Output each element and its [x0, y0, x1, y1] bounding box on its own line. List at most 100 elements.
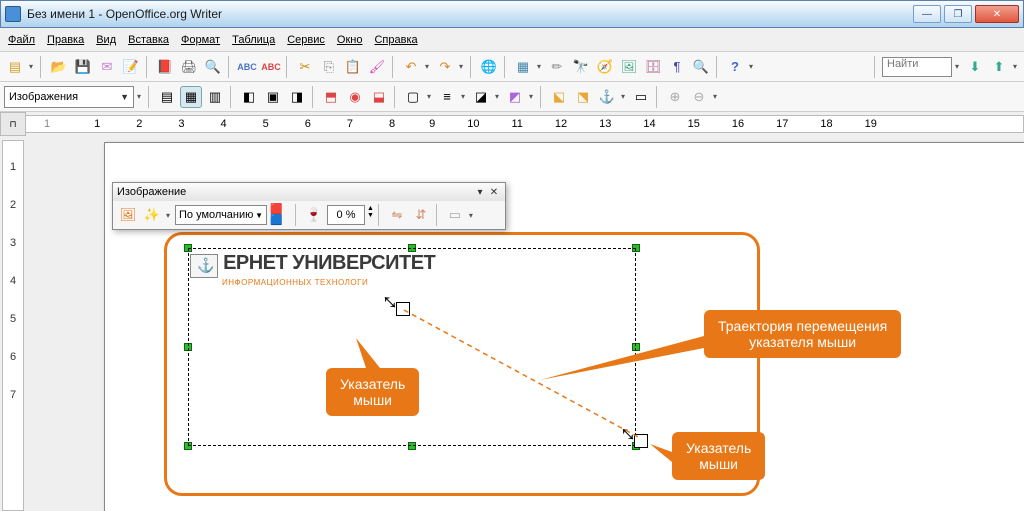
spin-up[interactable]: ▲ — [367, 205, 374, 212]
toolbar-close-icon[interactable]: ✕ — [487, 185, 501, 199]
save-button[interactable]: 💾 — [72, 56, 94, 78]
menu-help[interactable]: Справка — [374, 34, 417, 46]
maximize-button[interactable]: ❐ — [944, 5, 972, 23]
find-replace-button[interactable]: 🔭 — [570, 56, 592, 78]
format-paint-button[interactable]: 🖌 — [366, 56, 388, 78]
table-dropdown[interactable]: ▾ — [534, 62, 544, 71]
send-back-button[interactable]: ⬔ — [572, 86, 594, 108]
find-dropdown[interactable]: ▾ — [952, 62, 962, 71]
menu-edit[interactable]: Правка — [47, 34, 84, 46]
cut-button[interactable]: ✂ — [294, 56, 316, 78]
style-combo[interactable]: Изображения ▼ — [4, 86, 134, 108]
menu-insert[interactable]: Вставка — [128, 34, 169, 46]
image-toolbar[interactable]: Изображение ▾ ✕ 🖼 ✨▾ По умолчанию ▼ 🟥🟦 🍷… — [112, 182, 506, 230]
flip-v-button[interactable]: ⇵ — [410, 204, 432, 226]
vertical-ruler[interactable]: 1 2 3 4 5 6 7 — [2, 140, 24, 511]
formatting-options-2[interactable]: ▾ — [710, 92, 720, 101]
anchor-button[interactable]: ⚓ — [596, 86, 618, 108]
find-input[interactable]: Найти — [882, 57, 952, 77]
help-button[interactable]: ? — [724, 56, 746, 78]
export-pdf-button[interactable]: 📕 — [154, 56, 176, 78]
wrap-center-button[interactable]: ▣ — [262, 86, 284, 108]
undo-button[interactable]: ↶ — [400, 56, 422, 78]
redo-dropdown[interactable]: ▾ — [456, 62, 466, 71]
border-color-button[interactable]: ◪ — [470, 86, 492, 108]
border-style-dropdown[interactable]: ▾ — [458, 92, 468, 101]
hyperlink-button[interactable]: 🌐 — [478, 56, 500, 78]
undo-dropdown[interactable]: ▾ — [422, 62, 432, 71]
align-right-button[interactable]: ▥ — [204, 86, 226, 108]
graphics-mode-button[interactable]: ✨ — [141, 204, 163, 226]
email-button[interactable]: ✉ — [96, 56, 118, 78]
border-style-button[interactable]: ≡ — [436, 86, 458, 108]
ruler-tick: 5 — [263, 118, 269, 130]
datasources-button[interactable]: 🗄 — [642, 56, 664, 78]
menu-format[interactable]: Формат — [181, 34, 220, 46]
zoom-button[interactable]: 🔍 — [690, 56, 712, 78]
filter-button[interactable]: 🖼 — [117, 204, 139, 226]
background-button[interactable]: ◩ — [504, 86, 526, 108]
print-preview-button[interactable]: 🔍 — [202, 56, 224, 78]
frame-props-button[interactable]: ▭ — [630, 86, 652, 108]
nonprint-button[interactable]: ¶ — [666, 56, 688, 78]
redo-button[interactable]: ↷ — [434, 56, 456, 78]
menu-file[interactable]: Файл — [8, 34, 35, 46]
formatting-options-1[interactable]: ▾ — [134, 92, 144, 101]
toolbar-lock-icon[interactable]: ▾ — [473, 185, 487, 199]
find-next-button[interactable]: ⬇ — [964, 56, 986, 78]
wrap-right-button[interactable]: ◨ — [286, 86, 308, 108]
transparency-icon[interactable]: 🍷 — [303, 204, 325, 226]
edit-doc-button[interactable]: 📝 — [120, 56, 142, 78]
find-prev-button[interactable]: ⬆ — [988, 56, 1010, 78]
ruler-tick: 1 — [44, 118, 50, 130]
print-button[interactable]: 🖨 — [178, 56, 200, 78]
align-left-button[interactable]: ▤ — [156, 86, 178, 108]
unlink-frames-button[interactable]: ⊖ — [688, 86, 710, 108]
menu-table[interactable]: Таблица — [232, 34, 275, 46]
border-dropdown[interactable]: ▾ — [424, 92, 434, 101]
paste-button[interactable]: 📋 — [342, 56, 364, 78]
table-button[interactable]: ▦ — [512, 56, 534, 78]
menu-window[interactable]: Окно — [337, 34, 363, 46]
spin-down[interactable]: ▼ — [367, 212, 374, 219]
top-align-button[interactable]: ⬒ — [320, 86, 342, 108]
graphics-dropdown[interactable]: ▾ — [163, 211, 173, 220]
horizontal-ruler[interactable]: 1 1 2 3 4 5 6 7 8 9 10 11 12 13 14 15 16… — [26, 115, 1024, 133]
combo-arrow-icon: ▼ — [255, 211, 263, 220]
show-draw-button[interactable]: ✏ — [546, 56, 568, 78]
background-dropdown[interactable]: ▾ — [526, 92, 536, 101]
navigator-button[interactable]: 🧭 — [594, 56, 616, 78]
align-center-button[interactable]: ▦ — [180, 86, 202, 108]
flip-h-button[interactable]: ⇋ — [386, 204, 408, 226]
style-combo-value: Изображения — [9, 91, 78, 103]
menu-view[interactable]: Вид — [96, 34, 116, 46]
open-button[interactable]: 📂 — [48, 56, 70, 78]
copy-button[interactable]: ⎘ — [318, 56, 340, 78]
vruler-tick: 4 — [10, 275, 16, 287]
new-button[interactable]: ▤ — [4, 56, 26, 78]
find-options[interactable]: ▾ — [1010, 62, 1020, 71]
transparency-value[interactable]: 0 % — [327, 205, 365, 225]
gallery-button[interactable]: 🖼 — [618, 56, 640, 78]
image-tb-options[interactable]: ▾ — [466, 211, 476, 220]
bring-front-button[interactable]: ⬕ — [548, 86, 570, 108]
border-button[interactable]: ▢ — [402, 86, 424, 108]
bottom-align-button[interactable]: ⬓ — [368, 86, 390, 108]
anchor-dropdown[interactable]: ▾ — [618, 92, 628, 101]
image-toolbar-titlebar[interactable]: Изображение ▾ ✕ — [113, 183, 505, 201]
minimize-button[interactable]: — — [913, 5, 941, 23]
toolbar-options[interactable]: ▾ — [746, 62, 756, 71]
frame-props2-button[interactable]: ▭ — [444, 204, 466, 226]
border-color-dropdown[interactable]: ▾ — [492, 92, 502, 101]
menu-service[interactable]: Сервис — [287, 34, 325, 46]
spellcheck-button[interactable]: ABC — [236, 56, 258, 78]
filter-combo[interactable]: По умолчанию ▼ — [175, 205, 267, 225]
link-frames-button[interactable]: ⊕ — [664, 86, 686, 108]
middle-align-button[interactable]: ◉ — [344, 86, 366, 108]
embedded-image[interactable]: ЕРНЕТ УНИВЕРСИТЕТ ИНФОРМАЦИОННЫХ ТЕХНОЛО… — [190, 252, 435, 287]
close-button[interactable]: ✕ — [975, 5, 1019, 23]
wrap-left-button[interactable]: ◧ — [238, 86, 260, 108]
new-dropdown[interactable]: ▾ — [26, 62, 36, 71]
color-button[interactable]: 🟥🟦 — [269, 204, 291, 226]
autospell-button[interactable]: ABC — [260, 56, 282, 78]
